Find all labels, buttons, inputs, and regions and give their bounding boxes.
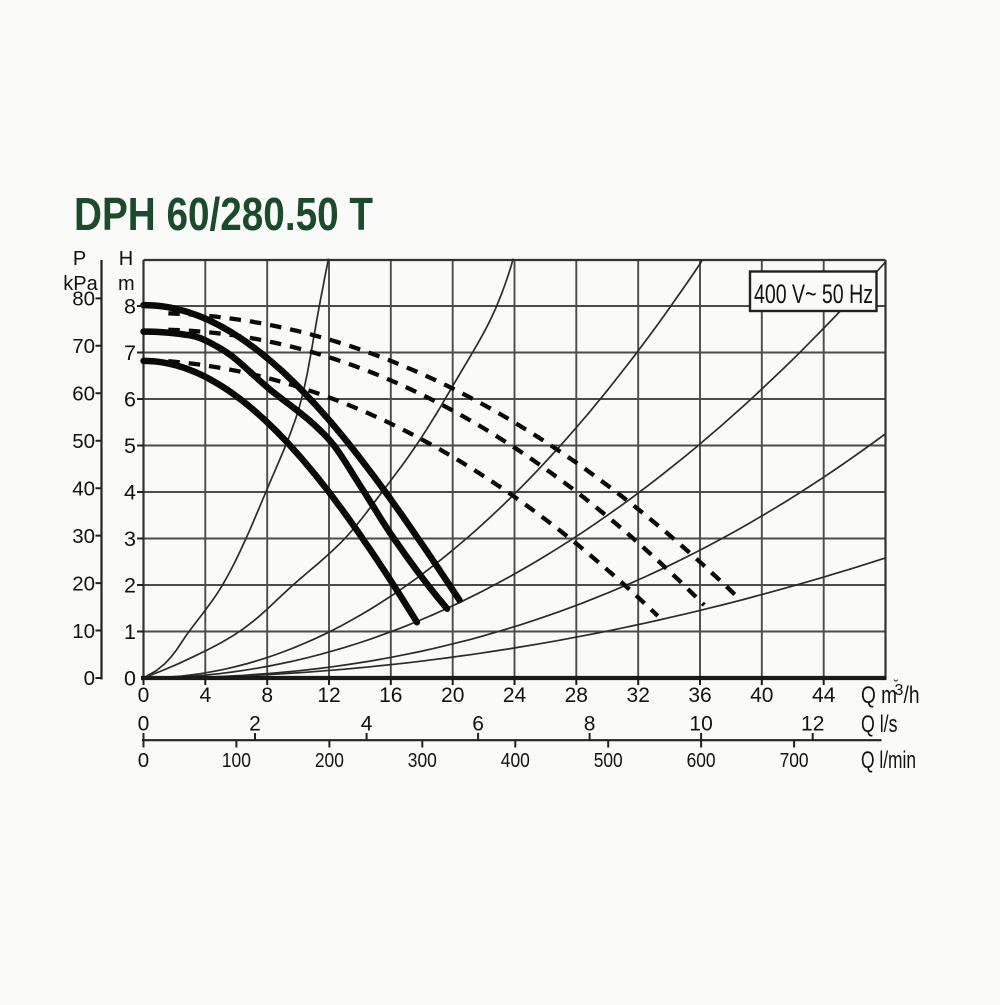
svg-text:100: 100 <box>222 749 251 772</box>
svg-text:5: 5 <box>124 434 136 458</box>
svg-text:70: 70 <box>72 335 95 358</box>
svg-text:20: 20 <box>72 572 95 595</box>
svg-text:H: H <box>119 248 133 270</box>
svg-text:3: 3 <box>895 682 904 699</box>
svg-text:32: 32 <box>627 684 650 707</box>
svg-text:300: 300 <box>408 749 437 772</box>
svg-text:10: 10 <box>689 713 712 736</box>
svg-text:30: 30 <box>72 525 95 548</box>
svg-text:4: 4 <box>361 713 373 736</box>
svg-text:700: 700 <box>780 749 809 772</box>
svg-text:/h: /h <box>904 682 920 709</box>
svg-text:4: 4 <box>199 684 211 707</box>
svg-text:28: 28 <box>565 684 588 707</box>
svg-text:12: 12 <box>801 713 824 736</box>
svg-text:6: 6 <box>472 713 484 736</box>
svg-text:m: m <box>118 273 135 295</box>
svg-text:44: 44 <box>812 684 836 707</box>
svg-text:˘: ˘ <box>893 677 898 692</box>
svg-text:12: 12 <box>317 684 340 707</box>
svg-text:1: 1 <box>124 620 136 644</box>
svg-text:50: 50 <box>72 430 95 453</box>
svg-text:0: 0 <box>84 667 95 690</box>
svg-text:DPH 60/280.50 T: DPH 60/280.50 T <box>74 188 373 240</box>
svg-text:400 V~ 50 Hz: 400 V~ 50 Hz <box>754 279 873 309</box>
svg-text:8: 8 <box>124 295 136 319</box>
svg-text:7: 7 <box>124 341 136 365</box>
svg-text:Q m: Q m <box>861 682 897 709</box>
svg-text:80: 80 <box>72 288 95 311</box>
svg-text:0: 0 <box>138 684 150 707</box>
svg-text:3: 3 <box>124 527 136 551</box>
svg-text:Q l/s: Q l/s <box>861 711 898 738</box>
svg-text:4: 4 <box>124 481 136 505</box>
svg-text:24: 24 <box>503 684 527 707</box>
svg-text:40: 40 <box>750 684 773 707</box>
svg-text:kPa: kPa <box>63 273 98 295</box>
svg-text:20: 20 <box>441 684 464 707</box>
svg-text:10: 10 <box>72 620 95 643</box>
svg-text:Q l/min: Q l/min <box>861 747 916 774</box>
svg-text:2: 2 <box>124 574 136 598</box>
svg-text:600: 600 <box>687 749 716 772</box>
svg-text:6: 6 <box>124 388 136 412</box>
svg-text:0: 0 <box>124 667 136 691</box>
svg-text:16: 16 <box>379 684 402 707</box>
svg-text:200: 200 <box>315 749 344 772</box>
svg-text:500: 500 <box>594 749 623 772</box>
svg-text:0: 0 <box>138 713 150 736</box>
svg-text:60: 60 <box>72 383 95 406</box>
svg-text:2: 2 <box>249 713 261 736</box>
svg-text:36: 36 <box>688 684 711 707</box>
svg-text:8: 8 <box>261 684 273 707</box>
svg-text:P: P <box>73 248 86 270</box>
svg-text:8: 8 <box>584 713 596 736</box>
svg-text:0: 0 <box>138 749 149 772</box>
svg-text:400: 400 <box>501 749 530 772</box>
svg-text:40: 40 <box>72 477 95 500</box>
